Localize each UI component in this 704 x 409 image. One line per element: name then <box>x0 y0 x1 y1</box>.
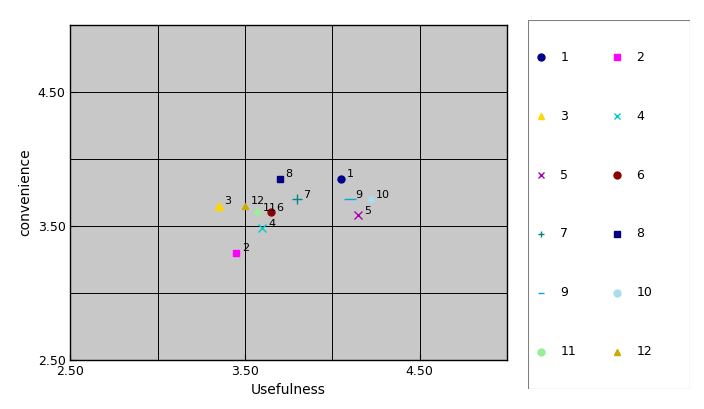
Text: 8: 8 <box>636 227 644 240</box>
Text: 12: 12 <box>636 345 652 358</box>
Text: 12: 12 <box>251 196 265 206</box>
Text: 11: 11 <box>263 203 277 213</box>
Text: 5: 5 <box>560 169 568 182</box>
Y-axis label: convenience: convenience <box>18 148 32 236</box>
Text: 1: 1 <box>346 169 353 180</box>
Text: 3: 3 <box>225 196 232 206</box>
Text: 2: 2 <box>241 243 249 253</box>
Text: 10: 10 <box>376 189 390 200</box>
Text: 9: 9 <box>356 189 363 200</box>
Text: 6: 6 <box>636 169 644 182</box>
Text: 11: 11 <box>560 345 576 358</box>
Text: 4: 4 <box>268 219 275 229</box>
Text: 5: 5 <box>364 206 371 216</box>
Text: 2: 2 <box>636 51 644 64</box>
Text: 7: 7 <box>303 189 310 200</box>
Text: 10: 10 <box>636 286 653 299</box>
Text: 9: 9 <box>560 286 568 299</box>
Text: 6: 6 <box>277 203 284 213</box>
Text: 3: 3 <box>560 110 568 123</box>
Text: 4: 4 <box>636 110 644 123</box>
Text: 1: 1 <box>560 51 568 64</box>
Text: 8: 8 <box>285 169 293 180</box>
Text: 7: 7 <box>560 227 568 240</box>
FancyBboxPatch shape <box>528 20 690 389</box>
X-axis label: Usefulness: Usefulness <box>251 383 326 397</box>
